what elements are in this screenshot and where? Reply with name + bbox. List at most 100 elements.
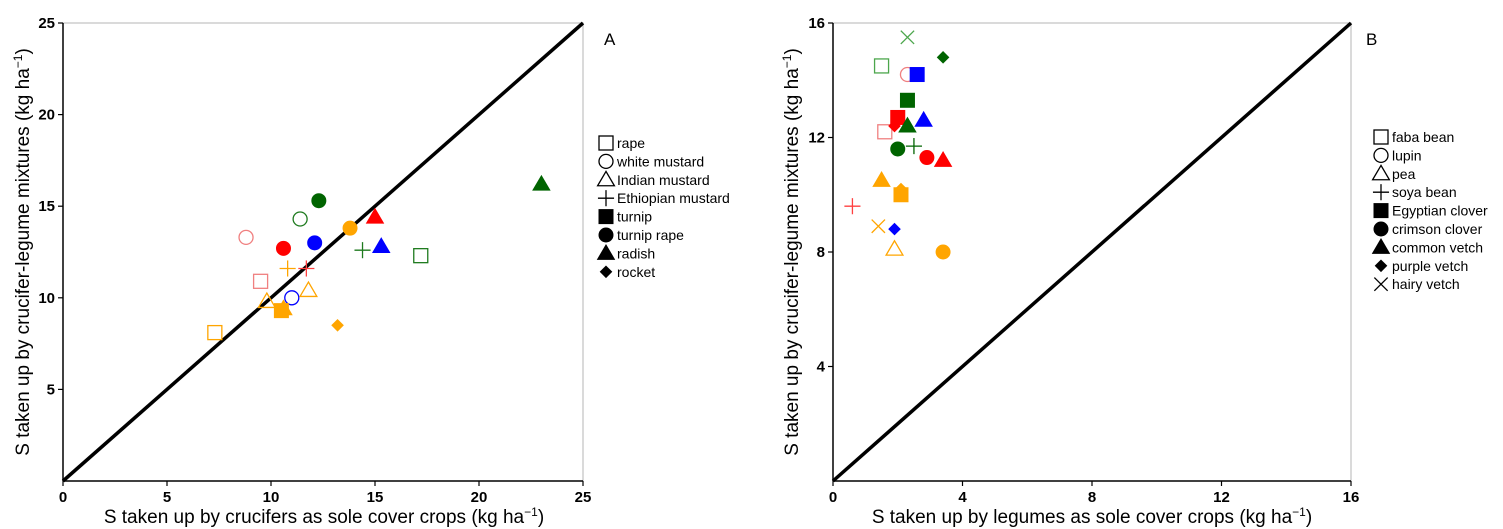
legend-label: purple vetch	[1392, 258, 1468, 274]
x-tick-label: 4	[958, 489, 967, 506]
legend-item: soya bean	[1372, 184, 1457, 201]
legend-label: white mustard	[616, 153, 704, 169]
data-point-circle	[935, 244, 951, 260]
data-point-circle	[292, 211, 308, 227]
data-point-triangle	[257, 291, 277, 309]
legend-label: rape	[617, 135, 645, 151]
data-point-plus	[279, 260, 296, 277]
x-tick-label: 20	[471, 489, 488, 506]
reference-line-a	[61, 21, 585, 483]
legend-symbol-circle	[1373, 147, 1389, 164]
x-tick-label: 25	[575, 489, 592, 506]
legend-symbol-triangle	[596, 170, 616, 187]
legend-item: turnip rape	[598, 227, 684, 243]
y-tick-label: 5	[47, 381, 55, 398]
data-point-square	[252, 273, 269, 289]
legend-symbol-x	[1373, 277, 1389, 292]
x-axis-label-b: S taken up by legumes as sole cover crop…	[872, 505, 1312, 528]
data-point-diamond	[888, 119, 901, 133]
legend-label: lupin	[1392, 147, 1422, 163]
legend-label: Egyptian clover	[1392, 203, 1488, 219]
data-point-diamond	[894, 182, 908, 196]
legend-label: crimson clover	[1392, 221, 1483, 237]
legend-item: white mustard	[598, 153, 704, 170]
y-tick-label: 25	[38, 15, 55, 32]
data-point-diamond	[331, 318, 344, 332]
legend-symbol-circle	[598, 153, 614, 170]
x-tick-label: 15	[367, 489, 384, 506]
data-point-triangle	[365, 207, 385, 224]
legend-b: faba bean lupin pea soya bean Egyptian clove…	[1371, 129, 1488, 292]
x-tick-label: 16	[1343, 489, 1360, 506]
data-point-square	[873, 58, 890, 74]
data-point-plus	[298, 260, 315, 277]
data-point-plus	[354, 242, 371, 259]
y-tick-label: 4	[817, 359, 826, 376]
legend-label: soya bean	[1392, 184, 1457, 200]
data-point-triangle	[898, 116, 917, 133]
legend-symbol-plus	[597, 190, 615, 207]
legend-symbol-diamond	[599, 265, 613, 279]
x-tick-label: 0	[59, 489, 67, 506]
legend-symbol-circle	[598, 227, 614, 243]
data-point-circle	[275, 240, 291, 256]
legend-symbol-triangle	[1371, 164, 1391, 181]
legend-item: pea	[1371, 164, 1416, 182]
legend-item: faba bean	[1373, 129, 1454, 145]
data-point-circle	[919, 150, 935, 166]
data-point-circle	[890, 141, 906, 157]
data-point-square	[899, 92, 915, 108]
legend-item: purple vetch	[1374, 258, 1468, 274]
legend-symbol-plus	[1372, 184, 1390, 201]
data-point-circle	[342, 220, 358, 236]
y-axis-label-a: S taken up by crucifer-legume mixtures (…	[11, 48, 34, 456]
legend-item: hairy vetch	[1373, 276, 1460, 292]
data-point-triangle	[298, 280, 318, 298]
panel-label-a: A	[604, 30, 616, 49]
y-ticks-b: 4 8 12 16	[808, 15, 833, 376]
legend-item: turnip	[598, 209, 652, 225]
panel-a: 0 5 10 15 20 25 5 10 15 20 25 A S taken up by cru…	[11, 15, 730, 528]
legend-item: rape	[598, 135, 645, 151]
data-point-triangle	[532, 174, 551, 191]
legend-item: Ethiopian mustard	[597, 190, 730, 207]
legend-label: turnip rape	[617, 227, 684, 243]
legend-symbol-circle	[1373, 221, 1389, 237]
legend-label: pea	[1392, 166, 1416, 182]
legend-item: rocket	[599, 264, 655, 280]
data-point-square	[413, 248, 429, 264]
legend-label: Indian mustard	[617, 172, 710, 188]
y-tick-label: 8	[817, 244, 825, 261]
legend-label: rocket	[617, 264, 655, 280]
y-tick-label: 20	[38, 107, 55, 124]
legend-item: Egyptian clover	[1373, 203, 1488, 219]
legend-symbol-square	[598, 135, 614, 151]
legend-label: faba bean	[1392, 129, 1454, 145]
legend-item: crimson clover	[1373, 221, 1483, 237]
legend-symbol-triangle	[1371, 238, 1391, 254]
data-point-triangle	[933, 151, 953, 167]
legend-label: hairy vetch	[1392, 276, 1460, 292]
legend-symbol-triangle	[596, 244, 616, 260]
panel-b: 0 4 8 12 16 4 8 12 16 B S taken up by legumes a…	[780, 15, 1488, 528]
data-point-circle	[284, 290, 300, 306]
legend-symbol-square	[598, 209, 614, 225]
y-tick-label: 10	[38, 290, 55, 307]
data-point-x	[900, 30, 915, 45]
data-point-square	[909, 67, 925, 83]
x-tick-label: 8	[1088, 489, 1096, 506]
y-tick-label: 16	[808, 15, 825, 32]
y-ticks-a: 5 10 15 20 25	[38, 15, 63, 398]
legend-symbol-square	[1373, 203, 1389, 219]
x-tick-label: 5	[163, 489, 171, 506]
data-point-square	[207, 324, 223, 341]
points-b	[844, 30, 953, 260]
x-tick-label: 0	[829, 489, 837, 506]
y-tick-label: 15	[38, 198, 55, 215]
data-point-triangle	[274, 299, 293, 316]
legend-symbol-diamond	[1374, 259, 1388, 273]
data-point-triangle	[914, 110, 933, 127]
data-point-circle	[311, 193, 327, 209]
legend-item: radish	[596, 244, 655, 261]
data-point-triangle	[872, 171, 891, 187]
